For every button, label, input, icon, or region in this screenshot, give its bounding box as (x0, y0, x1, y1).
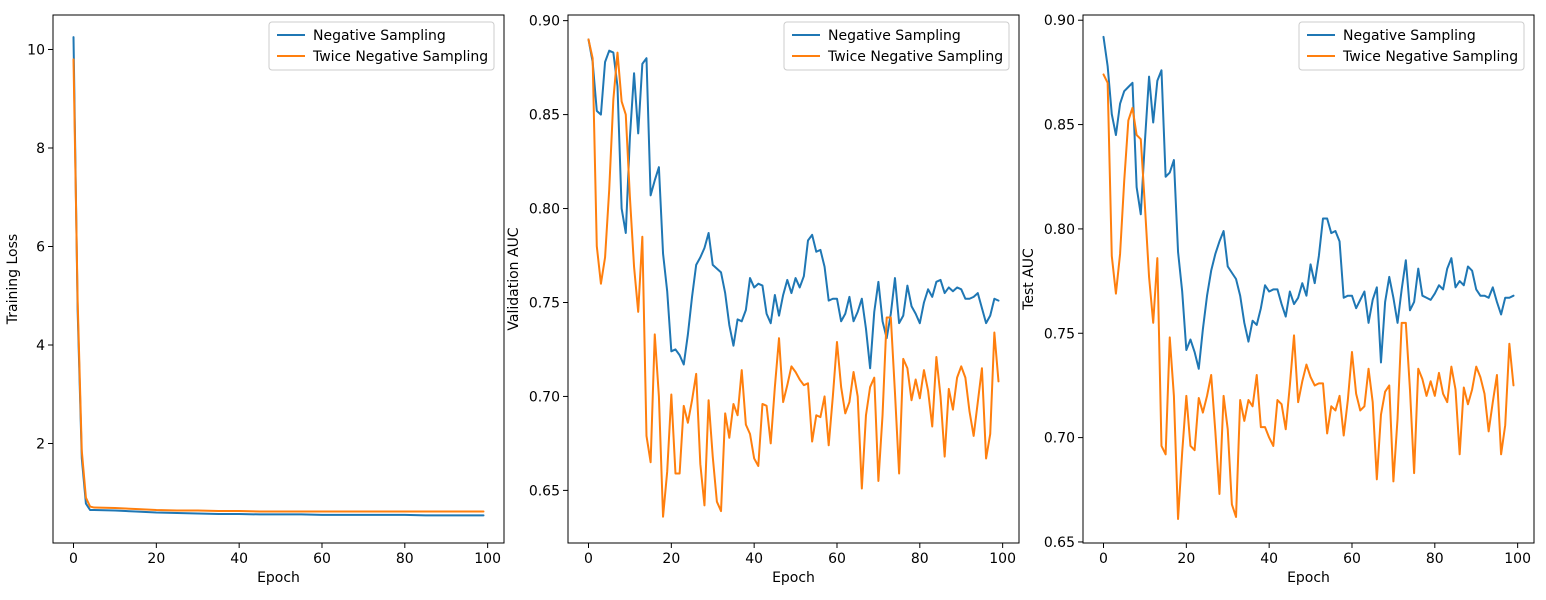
y-tick-label: 0.65 (1044, 535, 1075, 551)
x-tick-label: 0 (584, 551, 593, 567)
legend-box (268, 21, 495, 71)
x-tick-label: 80 (1426, 551, 1444, 567)
y-tick-label: 0.65 (529, 483, 560, 499)
x-tick-label: 20 (1177, 551, 1195, 567)
plot-frame (52, 14, 505, 544)
x-axis-label: Epoch (1287, 570, 1330, 586)
legend-label: Negative Sampling (313, 28, 446, 44)
x-axis-label: Epoch (772, 570, 815, 586)
x-tick-label: 20 (662, 551, 680, 567)
legend-box (783, 21, 1010, 71)
legend: Negative Sampling Twice Negative Sampling (783, 21, 1010, 71)
x-tick-label: 60 (313, 551, 331, 567)
x-tick-label: 60 (1343, 551, 1361, 567)
legend-label: Negative Sampling (1343, 28, 1476, 44)
plot-frame (567, 14, 1020, 544)
x-tick-label: 100 (1504, 551, 1531, 567)
x-tick-label: 20 (147, 551, 165, 567)
y-tick-label: 0.85 (1044, 118, 1075, 134)
y-tick-label: 0.80 (1044, 222, 1075, 238)
chart-panel-2: 0 20 40 60 80 100 0.65 0.70 0.75 0.80 0.85 0.90 Epoc… (506, 14, 1020, 586)
legend-box (1298, 21, 1525, 71)
x-tick-label: 40 (745, 551, 763, 567)
series-line-negative-sampling (587, 38, 1000, 370)
series-line-twice-negative-sampling (72, 58, 485, 513)
y-tick-label: 0.70 (529, 389, 560, 405)
legend-label: Negative Sampling (828, 28, 961, 44)
legend-label: Twice Negative Sampling (312, 49, 488, 65)
x-tick-label: 100 (474, 551, 501, 567)
y-tick-label: 0.70 (1044, 431, 1075, 447)
y-axis-label: Test AUC (1021, 248, 1037, 311)
y-tick-label: 0.85 (529, 108, 560, 124)
x-axis-label: Epoch (257, 570, 300, 586)
series-line-twice-negative-sampling (587, 38, 1000, 518)
y-tick-label: 0.75 (1044, 326, 1075, 342)
y-tick-label: 10 (27, 42, 45, 58)
x-tick-label: 40 (230, 551, 248, 567)
legend-label: Twice Negative Sampling (827, 49, 1003, 65)
chart-panel-1: 0 20 40 60 80 100 2 4 6 8 10 Epoch Training Loss Nega… (5, 14, 505, 586)
y-tick-label: 0.80 (529, 202, 560, 218)
y-axis-label: Validation AUC (506, 227, 522, 330)
series-line-negative-sampling (72, 36, 485, 517)
series-line-negative-sampling (1102, 35, 1515, 370)
y-tick-label: 0.90 (529, 14, 560, 30)
x-tick-label: 80 (396, 551, 414, 567)
y-tick-label: 0.90 (1044, 13, 1075, 29)
y-axis-label: Training Loss (5, 234, 21, 325)
chart-panel-3: 0 20 40 60 80 100 0.65 0.70 0.75 0.80 0.85 0.90 Epoc… (1021, 13, 1535, 586)
x-tick-label: 0 (69, 551, 78, 567)
y-tick-label: 0.75 (529, 295, 560, 311)
legend: Negative Sampling Twice Negative Sampling (268, 21, 495, 71)
y-tick-label: 6 (36, 239, 45, 255)
legend: Negative Sampling Twice Negative Sampling (1298, 21, 1525, 71)
x-tick-label: 80 (911, 551, 929, 567)
x-tick-label: 60 (828, 551, 846, 567)
y-tick-label: 2 (36, 437, 45, 453)
y-tick-label: 8 (36, 141, 45, 157)
series-line-twice-negative-sampling (1102, 73, 1515, 520)
legend-label: Twice Negative Sampling (1342, 49, 1518, 65)
x-tick-label: 100 (989, 551, 1016, 567)
x-tick-label: 40 (1260, 551, 1278, 567)
y-tick-label: 4 (36, 338, 45, 354)
x-tick-label: 0 (1099, 551, 1108, 567)
plot-frame (1082, 14, 1535, 544)
